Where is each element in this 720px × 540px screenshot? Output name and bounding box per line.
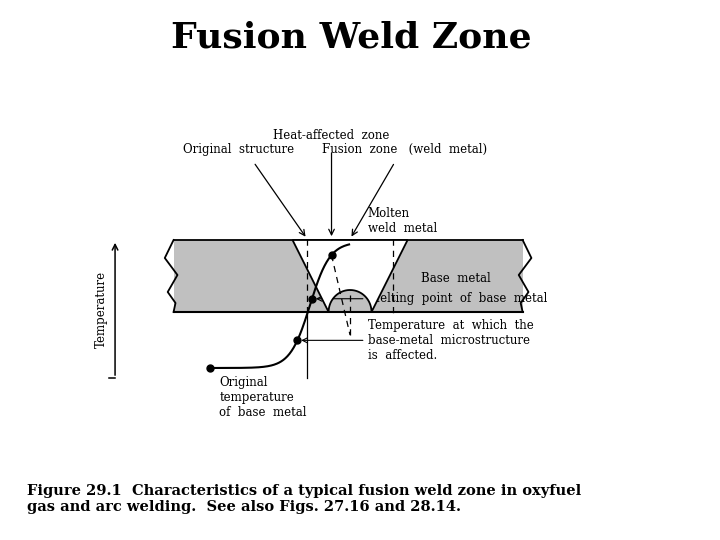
Text: Temperature  at  which  the
base-metal  microstructure
is  affected.: Temperature at which the base-metal micr… bbox=[368, 319, 534, 362]
Text: Original
temperature
of  base  metal: Original temperature of base metal bbox=[220, 376, 307, 419]
Text: Melting  point  of  base  metal: Melting point of base metal bbox=[368, 292, 547, 305]
Text: Molten
weld  metal: Molten weld metal bbox=[368, 207, 437, 235]
Polygon shape bbox=[292, 240, 408, 312]
Text: Temperature: Temperature bbox=[95, 271, 108, 348]
Text: Original  structure: Original structure bbox=[184, 143, 294, 156]
Text: Heat-affected  zone: Heat-affected zone bbox=[274, 129, 390, 142]
Bar bbox=[174, 240, 523, 312]
Text: Figure 29.1  Characteristics of a typical fusion weld zone in oxyfuel
gas and ar: Figure 29.1 Characteristics of a typical… bbox=[27, 484, 582, 514]
Text: Fusion  zone   (weld  metal): Fusion zone (weld metal) bbox=[322, 143, 487, 156]
Text: Fusion Weld Zone: Fusion Weld Zone bbox=[171, 20, 531, 54]
Text: Base  metal: Base metal bbox=[421, 272, 491, 285]
